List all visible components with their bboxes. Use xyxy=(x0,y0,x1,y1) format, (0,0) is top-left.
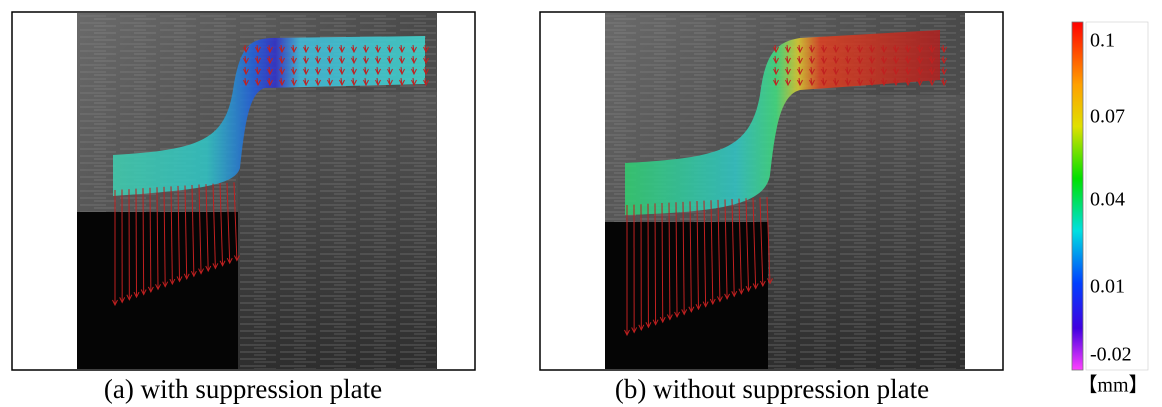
colorbar-scale xyxy=(1072,22,1083,370)
texture xyxy=(238,92,437,369)
colorbar-tick: 0.07 xyxy=(1090,106,1125,128)
caption: (b) without suppression plate xyxy=(615,374,929,404)
panel-a xyxy=(12,12,475,370)
colorbar-tick: 0.1 xyxy=(1090,30,1115,52)
arrow xyxy=(136,189,137,298)
colorbar-tick: 0.04 xyxy=(1090,189,1125,211)
arrow xyxy=(655,203,656,324)
figure: (a) with suppression plate (b) without s… xyxy=(0,0,1162,407)
void xyxy=(605,222,768,369)
colorbar-tick: -0.02 xyxy=(1090,344,1132,366)
unit-label: 【mm】 xyxy=(1077,375,1148,397)
panel-b xyxy=(540,12,1003,370)
caption: (a) with suppression plate xyxy=(104,374,382,404)
arrow xyxy=(143,188,144,294)
texture xyxy=(768,95,965,369)
colorbar: 0.1 0.07 0.04 0.01 -0.02 【mm】 xyxy=(1072,22,1149,397)
colorbar-tick: 0.01 xyxy=(1090,276,1125,298)
